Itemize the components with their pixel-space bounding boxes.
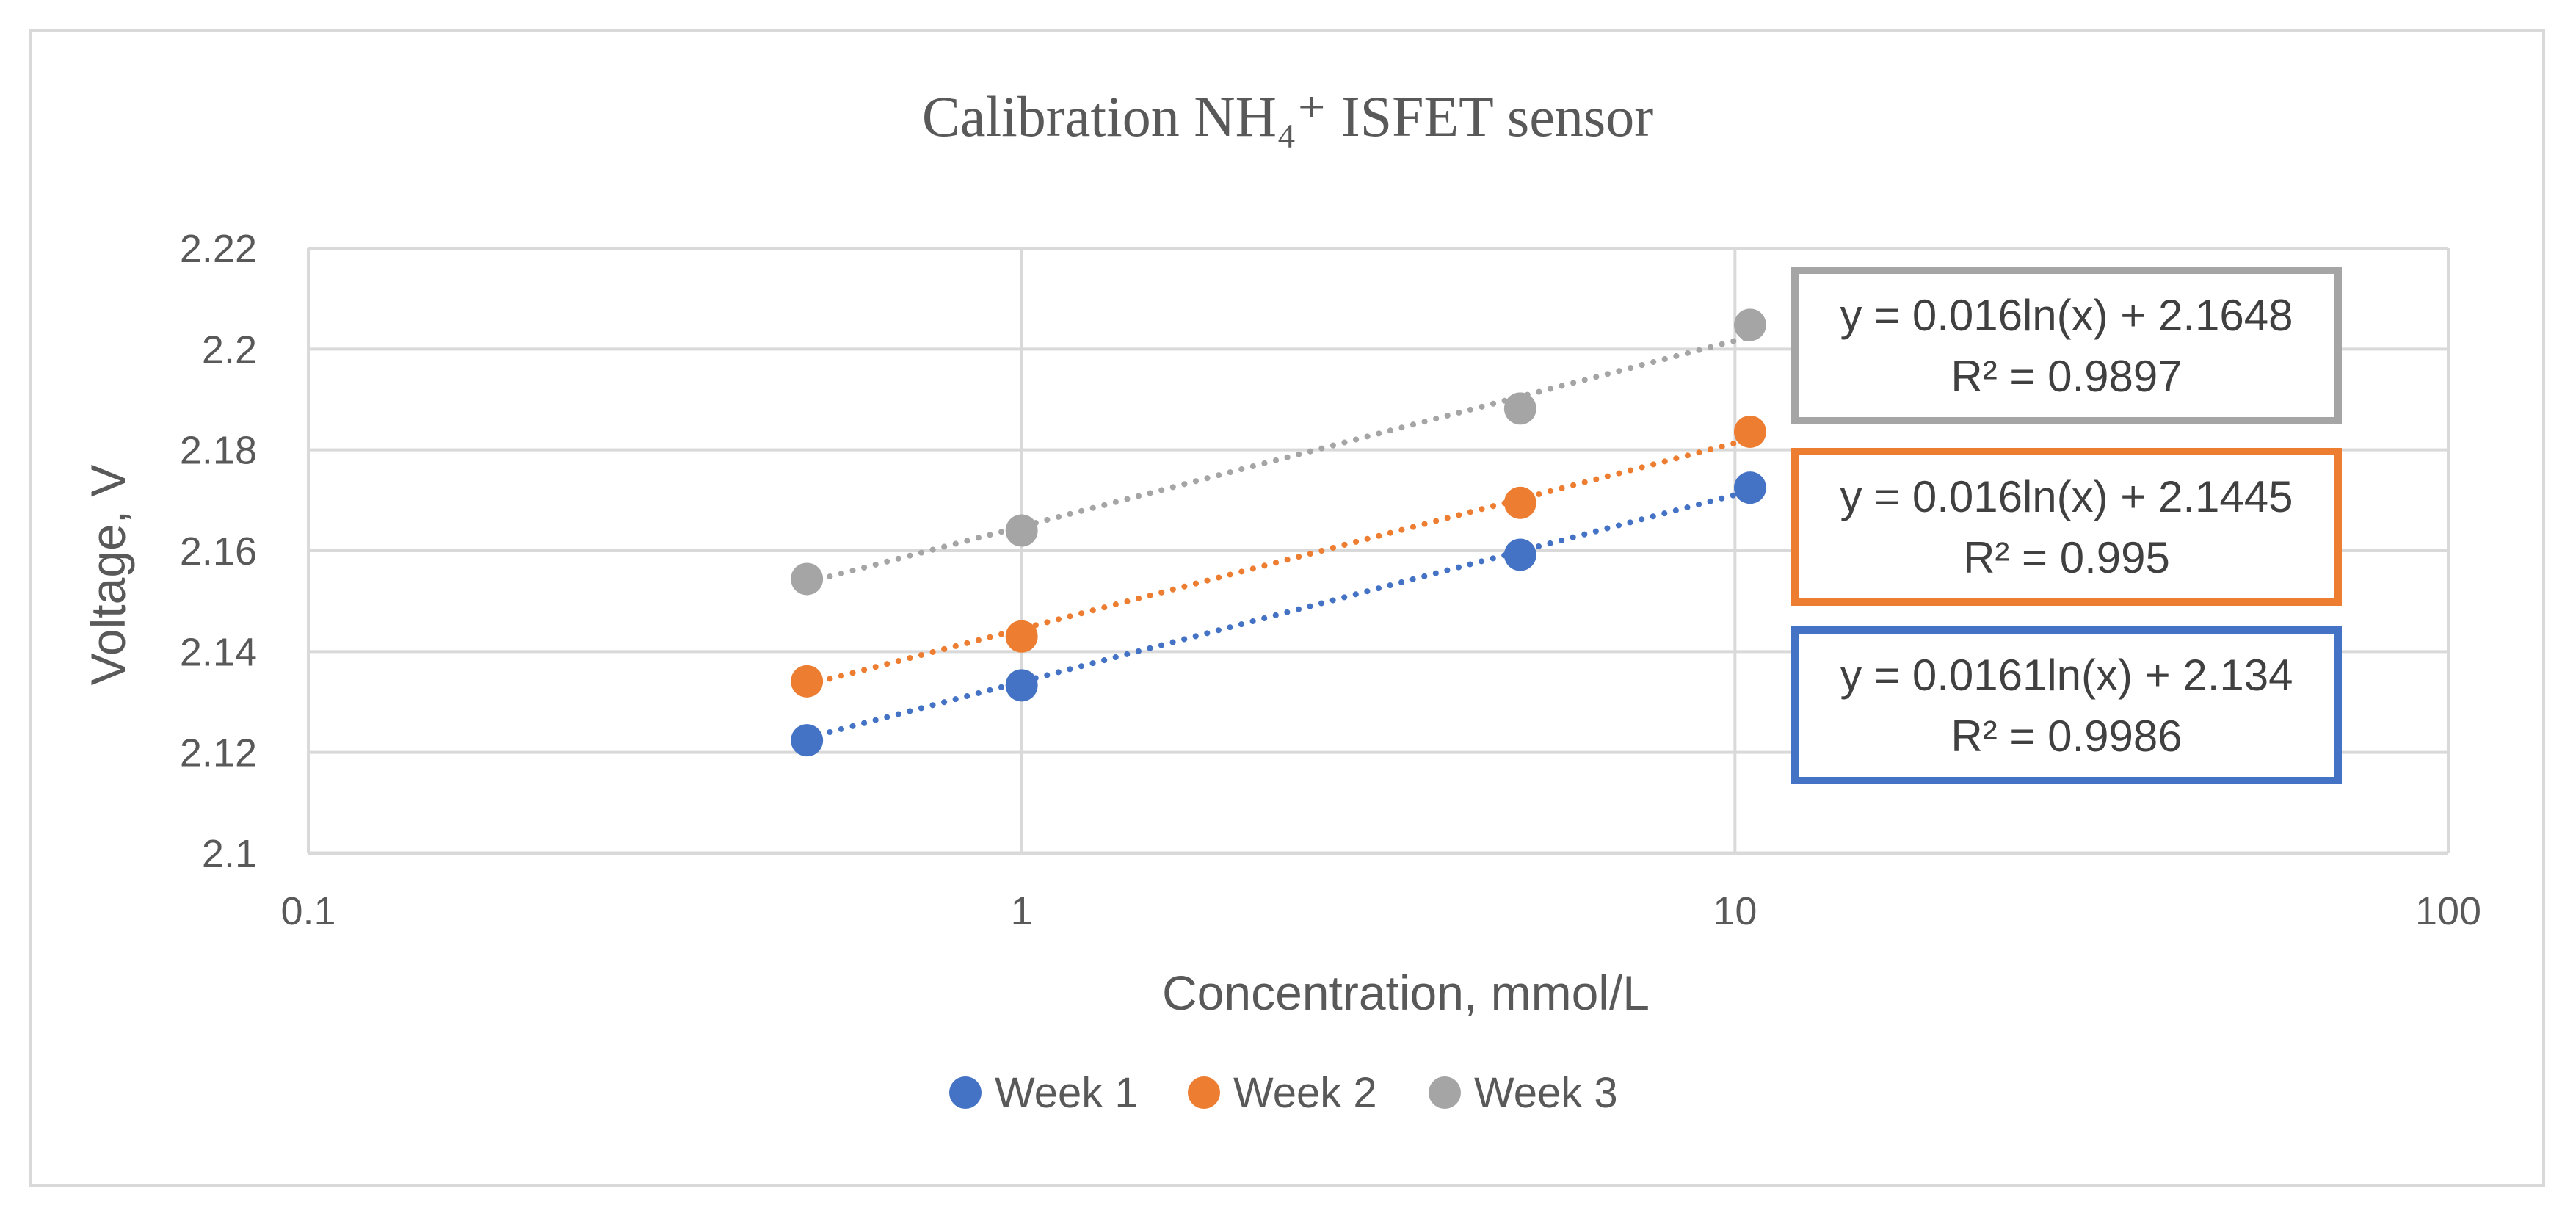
y-tick-labels: 2.1 2.12 2.14 2.16 2.18 2.2 2.22 — [180, 227, 257, 876]
trendline-equations: y = 0.016ln(x) + 2.1648 R² = 0.9897 y = 0.… — [1791, 267, 2342, 784]
trendline-week-2 — [804, 436, 1753, 688]
data-point-week-2 — [1503, 486, 1536, 519]
legend-label-week-1: Week 1 — [995, 1069, 1139, 1117]
r2-text-week-1: R² = 0.9986 — [1951, 712, 2182, 761]
chart-title: Calibration NH₄⁺ ISFET sensor — [922, 84, 1653, 148]
x-axis-title: Concentration, mmol/L — [1162, 966, 1650, 1020]
equation-box-week-1 — [1791, 626, 2342, 784]
data-point-week-1 — [1733, 471, 1766, 504]
y-tick-label: 2.1 — [202, 832, 257, 876]
x-tick-label: 10 — [1713, 889, 1757, 933]
data-point-week-3 — [1005, 514, 1038, 547]
legend-marker-week-3 — [1429, 1076, 1461, 1109]
data-point-week-2 — [1005, 620, 1038, 653]
y-tick-label: 2.18 — [180, 429, 257, 473]
equation-box-week-3 — [1791, 267, 2342, 424]
data-point-week-1 — [791, 724, 824, 757]
trendline-week-1 — [804, 488, 1753, 742]
r2-text-week-2: R² = 0.995 — [1963, 533, 2170, 582]
legend-marker-week-2 — [1188, 1076, 1220, 1109]
equation-text-week-2: y = 0.016ln(x) + 2.1445 — [1840, 472, 2293, 521]
equation-text-week-1: y = 0.0161ln(x) + 2.134 — [1840, 651, 2293, 700]
y-tick-label: 2.22 — [180, 227, 257, 271]
data-point-week-3 — [1503, 392, 1536, 425]
y-tick-label: 2.16 — [180, 529, 257, 573]
y-tick-label: 2.14 — [180, 630, 257, 674]
y-tick-label: 2.12 — [180, 731, 257, 775]
y-tick-label: 2.2 — [202, 327, 257, 372]
y-axis-title: Voltage, V — [81, 465, 135, 686]
equation-text-week-3: y = 0.016ln(x) + 2.1648 — [1840, 291, 2293, 340]
data-point-week-1 — [1503, 538, 1536, 571]
x-tick-label: 100 — [2415, 889, 2481, 933]
legend-marker-week-1 — [949, 1076, 982, 1109]
data-points — [791, 308, 1766, 757]
data-point-week-1 — [1005, 669, 1038, 702]
legend: Week 1 Week 2 Week 3 — [949, 1069, 1618, 1117]
x-tick-label: 1 — [1011, 889, 1033, 933]
data-point-week-2 — [791, 665, 824, 698]
data-point-week-2 — [1733, 415, 1766, 448]
data-point-week-3 — [1733, 308, 1766, 341]
x-tick-labels: 0.1 1 10 100 — [280, 889, 2481, 933]
r2-text-week-3: R² = 0.9897 — [1951, 352, 2182, 401]
chart-frame — [29, 29, 2545, 1187]
trendlines — [804, 333, 1753, 742]
equation-box-week-2 — [1791, 448, 2342, 606]
x-tick-label: 0.1 — [280, 889, 335, 933]
legend-label-week-3: Week 3 — [1474, 1069, 1618, 1117]
trendline-week-3 — [804, 333, 1753, 586]
data-point-week-3 — [791, 562, 824, 596]
legend-label-week-2: Week 2 — [1233, 1069, 1377, 1117]
